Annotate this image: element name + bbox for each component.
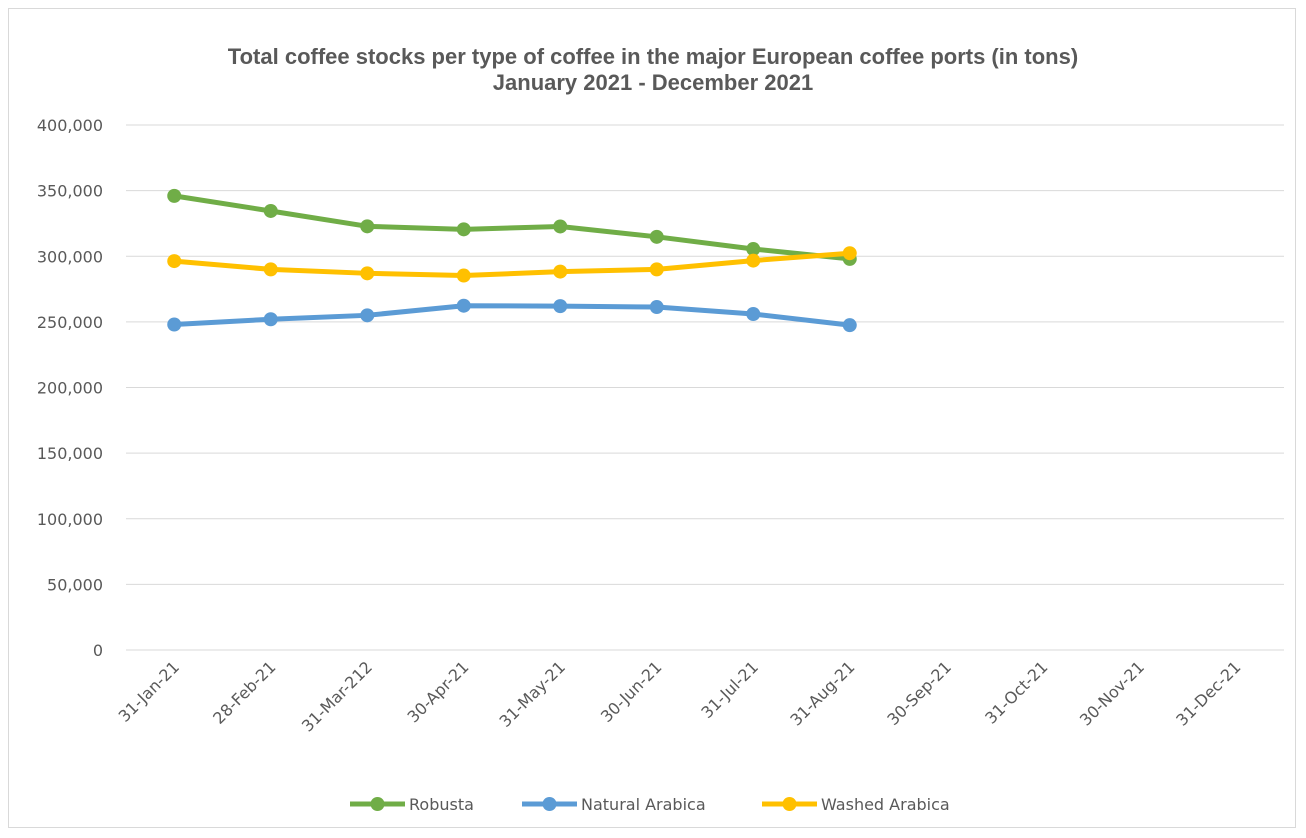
- y-tick-labels: 0 50,000 100,000 150,000 200,000 250,000 300,0…: [37, 116, 103, 660]
- y-tick-label: 150,000: [37, 444, 103, 463]
- data-point: [456, 222, 471, 237]
- series-washed-arabica: [167, 246, 857, 283]
- legend-marker: [370, 797, 385, 811]
- data-point: [263, 262, 278, 277]
- y-tick-label: 100,000: [37, 510, 103, 529]
- y-tick-label: 250,000: [37, 313, 103, 332]
- x-tick-label: 31-Jan-21: [115, 657, 183, 725]
- legend-label: Washed Arabica: [821, 795, 950, 814]
- series-line: [171, 193, 853, 262]
- x-tick-label: 31-May-21: [495, 657, 569, 731]
- legend-item: Natural Arabica: [522, 795, 706, 814]
- x-tick-label: 28-Feb-21: [209, 657, 279, 727]
- x-tick-label: 31-Aug-21: [786, 657, 858, 729]
- data-point: [746, 242, 761, 257]
- data-point: [456, 298, 471, 313]
- x-tick-labels: 31-Jan-21 28-Feb-21 31-Mar-212 30-Apr-21 31-…: [115, 657, 1245, 735]
- chart-title: Total coffee stocks per type of coffee i…: [0, 44, 1306, 96]
- x-tick-label: 30-Sep-21: [883, 657, 955, 729]
- data-point: [167, 317, 182, 332]
- legend-marker: [782, 797, 797, 811]
- legend: Robusta Natural Arabica Washed Arabica: [350, 795, 950, 814]
- data-point: [360, 308, 375, 323]
- data-point: [746, 307, 761, 321]
- legend-label: Robusta: [409, 795, 474, 814]
- data-point: [649, 229, 664, 244]
- data-point: [360, 266, 375, 281]
- x-tick-label: 30-Apr-21: [404, 657, 473, 726]
- grid-layer: [126, 124, 1284, 651]
- data-point: [746, 253, 761, 268]
- y-tick-label: 200,000: [37, 379, 103, 398]
- data-point: [167, 254, 182, 269]
- y-tick-label: 300,000: [37, 247, 103, 266]
- data-point: [649, 262, 664, 277]
- series-robusta: [167, 188, 857, 266]
- chart-title-line2: January 2021 - December 2021: [492, 70, 814, 95]
- x-tick-label: 31-Oct-21: [981, 657, 1051, 727]
- series-line: [171, 303, 853, 328]
- series-line: [171, 250, 853, 279]
- data-point: [553, 299, 568, 314]
- chart-title-line1: Total coffee stocks per type of coffee i…: [227, 44, 1079, 69]
- data-point: [360, 219, 375, 234]
- legend-item: Robusta: [350, 795, 474, 814]
- x-tick-label: 30-Jun-21: [597, 657, 666, 726]
- y-tick-label: 50,000: [47, 575, 103, 594]
- data-point: [456, 268, 471, 283]
- chart-frame: [8, 8, 1296, 828]
- data-point: [263, 312, 278, 327]
- legend-marker: [542, 797, 557, 811]
- data-point: [649, 300, 664, 315]
- y-tick-label: 400,000: [37, 116, 103, 135]
- legend-item: Washed Arabica: [762, 795, 950, 814]
- data-point: [842, 246, 857, 261]
- x-tick-label: 30-Nov-21: [1076, 657, 1148, 729]
- y-tick-label: 0: [93, 641, 103, 660]
- y-tick-label: 350,000: [37, 182, 103, 201]
- x-tick-label: 31-Mar-212: [298, 657, 376, 735]
- x-tick-label: 31-Dec-21: [1172, 657, 1244, 729]
- data-point: [553, 264, 568, 279]
- series-layer: [167, 188, 857, 333]
- series-natural-arabica: [167, 298, 857, 333]
- data-point: [263, 203, 278, 218]
- data-point: [553, 219, 568, 234]
- data-point: [842, 318, 857, 333]
- x-tick-label: 31-Jul-21: [697, 657, 762, 722]
- legend-label: Natural Arabica: [581, 795, 706, 814]
- data-point: [167, 188, 182, 203]
